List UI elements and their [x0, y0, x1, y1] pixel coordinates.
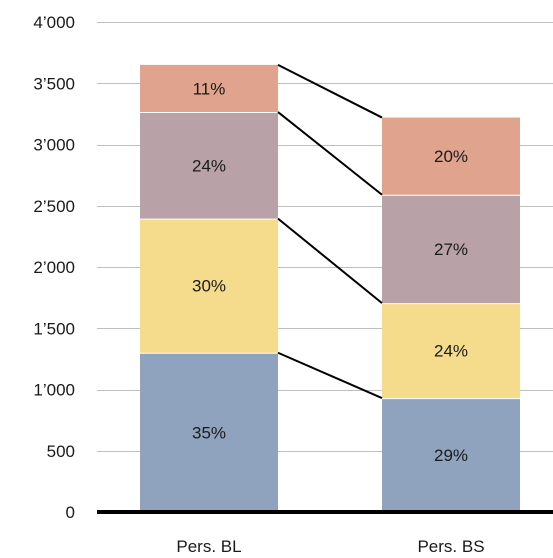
- segment-data-label: 11%: [193, 79, 226, 98]
- segment-data-label: 24%: [192, 156, 226, 175]
- y-tick-label: 3’000: [33, 136, 75, 155]
- bar-segment: [382, 303, 520, 399]
- segment-data-label: 24%: [434, 342, 468, 361]
- segment-data-label: 20%: [434, 147, 468, 166]
- y-tick-label: 4’000: [33, 13, 75, 32]
- connector-line: [277, 63, 383, 119]
- x-category-label: Pers. BS: [417, 537, 484, 556]
- bar-segment: [382, 194, 520, 304]
- segment-data-label: 29%: [434, 446, 468, 465]
- y-tick-label: 500: [47, 442, 75, 461]
- bar-segment: [140, 64, 278, 113]
- y-tick-label: 1’000: [33, 381, 75, 400]
- y-tick-label: 3’500: [33, 74, 75, 93]
- segment-data-label: 30%: [192, 277, 226, 296]
- connector-line: [277, 217, 383, 304]
- y-tick-label: 2’500: [33, 197, 75, 216]
- bar-segment: [140, 112, 278, 219]
- bar-segment: [140, 218, 278, 353]
- y-axis-tick-labels: 0 500 1’000 1’500 2’000 2’500 3’000 3’500 4’000: [33, 13, 75, 522]
- y-tick-label: 2’000: [33, 258, 75, 277]
- segment-labels: 35% 30% 24% 11% 29% 24% 27% 20%: [192, 79, 468, 465]
- y-tick-label: 0: [66, 503, 75, 522]
- bar-segment: [382, 398, 520, 512]
- connector-line: [277, 351, 383, 399]
- connector-line: [277, 111, 383, 196]
- bar-segment: [382, 117, 520, 195]
- x-axis-category-labels: Pers. BL Pers. BS: [176, 537, 484, 556]
- bar-segment: [140, 352, 278, 512]
- segment-data-label: 35%: [192, 423, 226, 442]
- y-tick-label: 1’500: [33, 319, 75, 338]
- x-category-label: Pers. BL: [176, 537, 241, 556]
- connector-lines: [277, 63, 383, 399]
- segment-data-label: 27%: [434, 240, 468, 259]
- bars: [140, 64, 520, 512]
